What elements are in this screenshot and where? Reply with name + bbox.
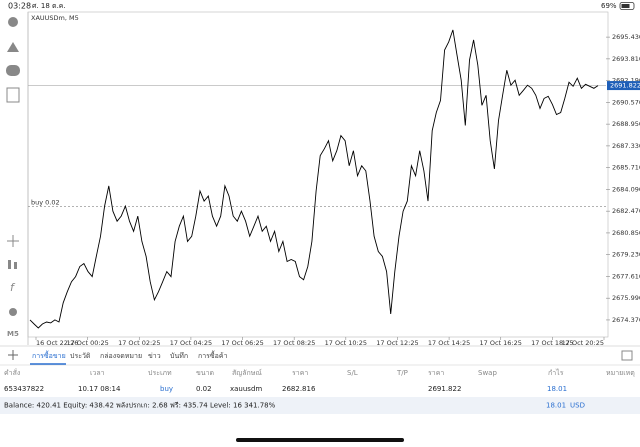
cell-price: 2682.816 bbox=[282, 385, 316, 393]
summary-text: Balance: 420.41 Equity: 438.42 พลังปรกเก… bbox=[4, 402, 276, 410]
y-tick-label: 2677.610 bbox=[612, 272, 640, 280]
symbol-label: XAUUSDm, M5 bbox=[31, 14, 79, 22]
status-battery: 69% bbox=[601, 2, 617, 10]
icon-candles[interactable] bbox=[8, 260, 11, 269]
order-line-label: buy 0.02 bbox=[31, 199, 60, 207]
icon-layout[interactable] bbox=[621, 350, 633, 361]
toolbar: f M5 bbox=[6, 17, 20, 338]
y-tick-label: 2674.370 bbox=[612, 316, 640, 324]
column-header: ประเภท bbox=[148, 369, 172, 377]
battery-icon bbox=[619, 2, 635, 10]
icon-user[interactable] bbox=[8, 17, 18, 27]
y-tick-label: 2680.850 bbox=[612, 229, 640, 237]
icon-period[interactable]: M5 bbox=[7, 330, 19, 338]
cell-volume: 0.02 bbox=[196, 385, 212, 393]
column-header: ราคา bbox=[428, 369, 444, 377]
tab[interactable]: กล่องจดหมาย bbox=[100, 352, 142, 360]
y-tick-label: 2692.190 bbox=[612, 77, 640, 85]
tab[interactable]: ประวัติ bbox=[70, 352, 91, 360]
y-tick-label: 2695.430 bbox=[612, 33, 640, 41]
chart-frame bbox=[27, 11, 609, 338]
column-header: สัญลักษณ์ bbox=[232, 369, 262, 377]
y-tick-label: 2684.090 bbox=[612, 185, 640, 193]
cell-symbol: xauusdm bbox=[230, 385, 262, 393]
cell-profit: 18.01 bbox=[547, 385, 567, 393]
x-tick-label: 17 Oct 08:25 bbox=[273, 339, 315, 347]
column-header: T/P bbox=[396, 369, 408, 377]
column-header: หมายเหตุ bbox=[606, 369, 635, 377]
icon-objects[interactable] bbox=[9, 308, 17, 316]
x-tick-label: 17 Oct 10:25 bbox=[325, 339, 367, 347]
icon-crosshair[interactable] bbox=[7, 235, 19, 247]
icon-candles-2 bbox=[14, 262, 17, 269]
y-tick-label: 2688.950 bbox=[612, 120, 640, 128]
icon-add[interactable] bbox=[8, 350, 18, 360]
column-header: ขนาด bbox=[196, 369, 214, 377]
y-tick-label: 2687.330 bbox=[612, 142, 640, 150]
y-tick-label: 2690.570 bbox=[612, 98, 640, 106]
battery-level bbox=[621, 4, 630, 8]
cell-current-price: 2691.822 bbox=[428, 385, 461, 393]
x-tick-label: 17 Oct 00:25 bbox=[66, 339, 108, 347]
cell-type: buy bbox=[160, 385, 173, 393]
y-tick-label: 2685.710 bbox=[612, 164, 640, 172]
x-tick-label: 17 Oct 14:25 bbox=[428, 339, 470, 347]
summary-bar bbox=[0, 397, 640, 414]
cell-order: 653437822 bbox=[4, 385, 44, 393]
x-tick-label: 17 Oct 04:25 bbox=[170, 339, 212, 347]
x-tick-label: 17 Oct 18:25 bbox=[531, 339, 573, 347]
icon-chat[interactable] bbox=[6, 65, 20, 76]
column-header: กำไร bbox=[548, 368, 564, 377]
cell-time: 10.17 08:14 bbox=[78, 385, 121, 393]
x-tick-label: 16 Oct 22:26 bbox=[36, 339, 78, 347]
current-price-label: 2691.822 bbox=[610, 82, 640, 90]
y-tick-label: 2682.470 bbox=[612, 207, 640, 215]
x-tick-label: 17 Oct 12:25 bbox=[376, 339, 418, 347]
x-tick-label: 17 Oct 06:25 bbox=[221, 339, 263, 347]
current-price-box bbox=[607, 81, 640, 91]
x-tick-label: 17 Oct 02:25 bbox=[118, 339, 160, 347]
tab[interactable]: การซื้อค้า bbox=[198, 349, 228, 360]
status-time: 03:28 bbox=[8, 2, 31, 11]
column-header: S/L bbox=[347, 369, 358, 377]
y-tick-label: 2675.990 bbox=[612, 294, 640, 302]
y-tick-label: 2693.810 bbox=[612, 55, 640, 63]
price-line bbox=[29, 29, 599, 329]
column-header: คำสั่ง bbox=[4, 368, 20, 377]
column-header: ราคา bbox=[292, 369, 308, 377]
x-tick-label: 17 Oct 16:25 bbox=[480, 339, 522, 347]
icon-indicator[interactable]: f bbox=[10, 281, 16, 294]
icon-new[interactable] bbox=[6, 87, 20, 103]
tab[interactable]: บันทึก bbox=[170, 351, 188, 360]
icon-trade[interactable] bbox=[7, 42, 19, 52]
summary-currency: USD bbox=[570, 402, 585, 410]
tab[interactable]: ข่าว bbox=[148, 352, 161, 360]
column-header: Swap bbox=[478, 369, 497, 377]
y-tick-label: 2679.230 bbox=[612, 251, 640, 259]
status-date: ศ. 18 ต.ค. bbox=[32, 2, 66, 10]
home-indicator bbox=[236, 438, 404, 442]
tab[interactable]: การซื้อขาย bbox=[32, 349, 66, 360]
x-tick-label: 17 Oct 20:25 bbox=[562, 339, 604, 347]
summary-profit: 18.01 bbox=[546, 402, 566, 410]
column-header: เวลา bbox=[90, 369, 105, 377]
